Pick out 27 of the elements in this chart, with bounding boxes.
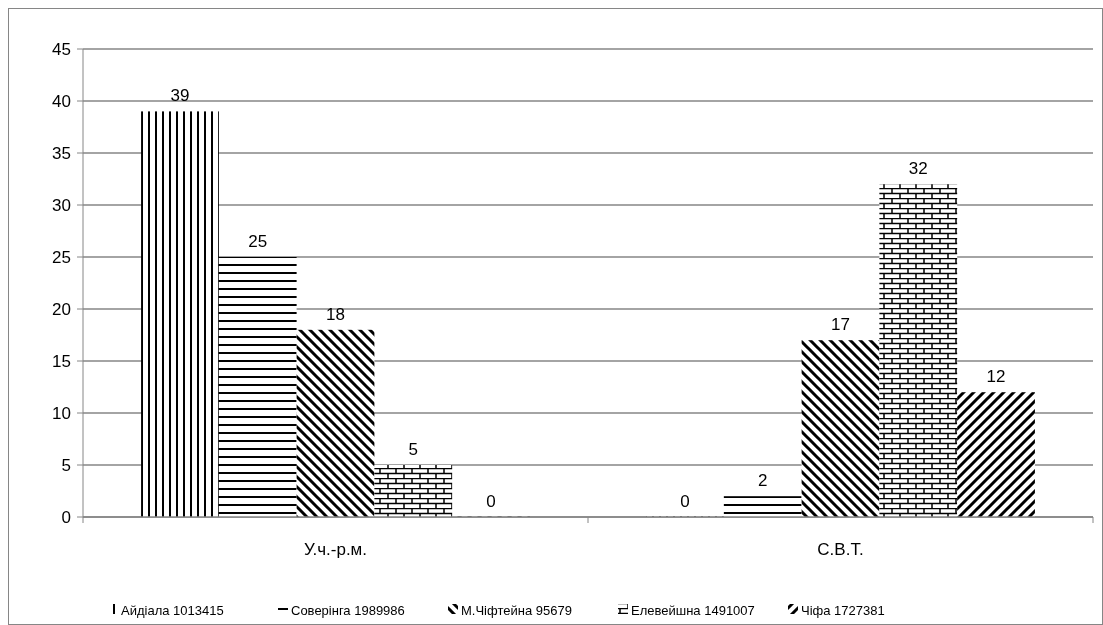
legend-label: Чіфа 1727381 <box>801 602 885 618</box>
x-tick-label: У.ч.-р.м. <box>303 540 368 559</box>
y-tick-label: 0 <box>61 507 71 527</box>
y-tick-label: 35 <box>52 143 71 163</box>
data-label: 32 <box>908 159 928 179</box>
data-label: 0 <box>680 492 690 511</box>
data-label: 2 <box>758 471 768 491</box>
y-tick-label: 20 <box>52 299 71 319</box>
y-tick-label: 15 <box>52 351 71 371</box>
y-tick-label: 40 <box>52 91 71 111</box>
legend-label: Соверінга 1989986 <box>291 602 405 618</box>
legend-label: М.Чіфтейна 95679 <box>461 602 572 618</box>
legend-label: Елевейшна 1491007 <box>631 602 755 618</box>
data-label: 0 <box>486 492 496 511</box>
legend-label: Айдіала 1013415 <box>121 602 224 618</box>
data-label: 18 <box>326 304 345 324</box>
y-tick-label: 10 <box>52 403 71 423</box>
y-tick-label: 5 <box>61 455 71 475</box>
data-label: 17 <box>831 315 850 335</box>
data-label: 39 <box>170 86 190 106</box>
y-tick-label: 30 <box>52 195 71 215</box>
y-tick-label: 45 <box>52 39 71 59</box>
x-tick-label: С.В.Т. <box>817 540 864 559</box>
data-label: 5 <box>408 440 418 459</box>
y-tick-label: 25 <box>52 247 71 267</box>
data-label: 12 <box>986 367 1006 387</box>
data-label: 25 <box>248 232 268 251</box>
